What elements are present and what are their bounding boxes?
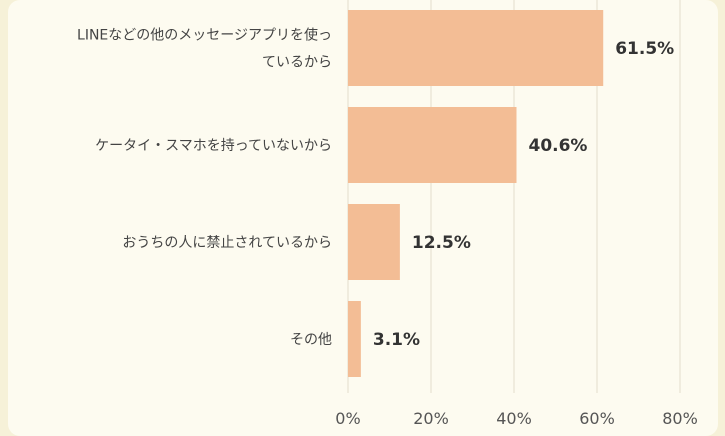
x-tick-label-3: 60% (579, 409, 615, 428)
category-label-0-line-0: LINEなどの他のメッセージアプリを使っ (77, 27, 332, 44)
bar-3 (348, 301, 361, 377)
bar-2 (348, 204, 400, 280)
value-label-2: 12.5% (412, 233, 471, 253)
category-label-2: おうちの人に禁止されているから (122, 235, 332, 251)
bar-1 (348, 107, 517, 183)
bar-0 (348, 10, 604, 86)
x-tick-label-4: 80% (662, 409, 698, 428)
x-tick-label-2: 40% (496, 409, 532, 428)
x-tick-label-0: 0% (335, 409, 360, 428)
x-tick-label-1: 20% (413, 409, 449, 428)
value-label-0: 61.5% (615, 39, 674, 59)
value-label-3: 3.1% (373, 330, 420, 350)
category-label-3: その他 (290, 332, 332, 348)
category-label-0-line-1: ているから (262, 55, 332, 71)
category-label-1: ケータイ・スマホを持っていないから (95, 138, 332, 154)
value-label-1: 40.6% (528, 136, 587, 156)
